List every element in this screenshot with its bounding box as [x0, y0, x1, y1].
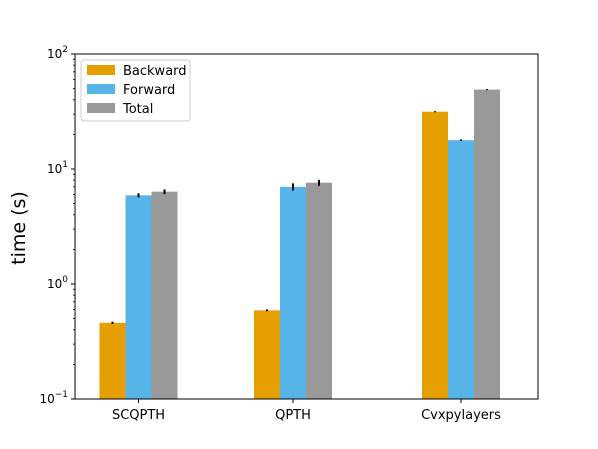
bar-total-scqpth [151, 191, 178, 399]
bar-forward-cvxpylayers [448, 140, 474, 399]
x-tick-label: Cvxpylayers [421, 408, 501, 423]
y-axis-label: time (s) [8, 191, 30, 265]
bar-forward-qpth [280, 186, 306, 399]
bar-total-cvxpylayers [474, 89, 500, 400]
legend-swatch-forward [87, 84, 115, 94]
legend-swatch-backward [87, 65, 115, 75]
bars-group [99, 89, 500, 400]
y-tick-label: 101 [47, 160, 68, 176]
legend-label-backward: Backward [123, 64, 187, 79]
y-axis: 10−1 100 101 102 [39, 45, 75, 406]
y-tick-label: 102 [47, 45, 68, 61]
x-tick-label: QPTH [275, 408, 311, 423]
legend-label-forward: Forward [123, 83, 175, 98]
plot-frame [74, 53, 539, 400]
legend: Backward Forward Total [80, 59, 191, 122]
y-tick-label: 10−1 [39, 390, 68, 406]
y-tick-label: 100 [47, 275, 68, 291]
x-tick-label: SCQPTH [112, 408, 165, 423]
x-axis: SCQPTH QPTH Cvxpylayers [112, 399, 501, 423]
bar-backward-cvxpylayers [422, 111, 448, 400]
legend-swatch-total [87, 103, 115, 113]
bar-backward-qpth [254, 310, 280, 399]
legend-label-total: Total [122, 102, 153, 117]
bar-forward-scqpth [125, 195, 152, 399]
bar-total-qpth [306, 182, 332, 399]
error-bars-group [111, 89, 488, 324]
bar-backward-scqpth [99, 322, 126, 399]
